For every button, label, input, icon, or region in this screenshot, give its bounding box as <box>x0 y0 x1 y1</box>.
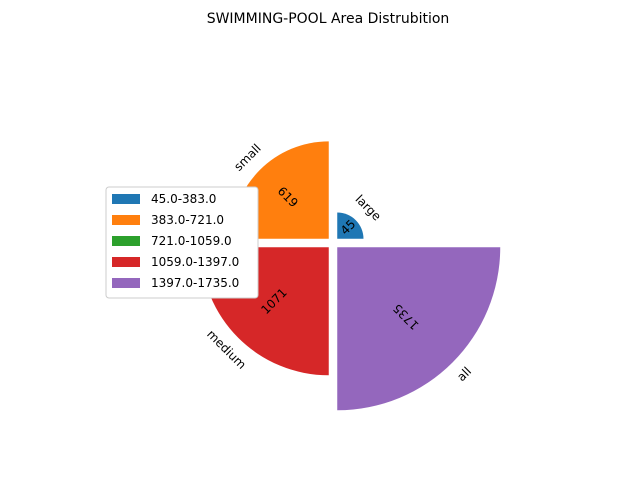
pie-slice-large <box>337 212 364 239</box>
legend-swatch <box>112 215 140 225</box>
legend-swatch <box>112 257 140 267</box>
pie-slice-all <box>337 247 501 411</box>
legend-swatch <box>112 236 140 246</box>
legend-frame <box>105 186 259 299</box>
legend-label: 1397.0-1735.0 <box>151 276 239 290</box>
legend-label: 383.0-721.0 <box>151 213 224 227</box>
category-label-small: small <box>231 141 264 174</box>
legend-label: 721.0-1059.0 <box>151 234 232 248</box>
legend: 45.0-383.0 383.0-721.0 721.0-1059.0 1059.0-… <box>105 186 259 299</box>
legend-swatch <box>112 194 140 204</box>
category-label-all: all <box>454 364 474 384</box>
legend-label: 45.0-383.0 <box>151 192 216 206</box>
legend-label: 1059.0-1397.0 <box>151 255 239 269</box>
legend-swatch <box>112 278 140 288</box>
category-label-large: large <box>352 192 383 223</box>
chart-title: SWIMMING-POOL Area Distrubition <box>207 11 450 27</box>
